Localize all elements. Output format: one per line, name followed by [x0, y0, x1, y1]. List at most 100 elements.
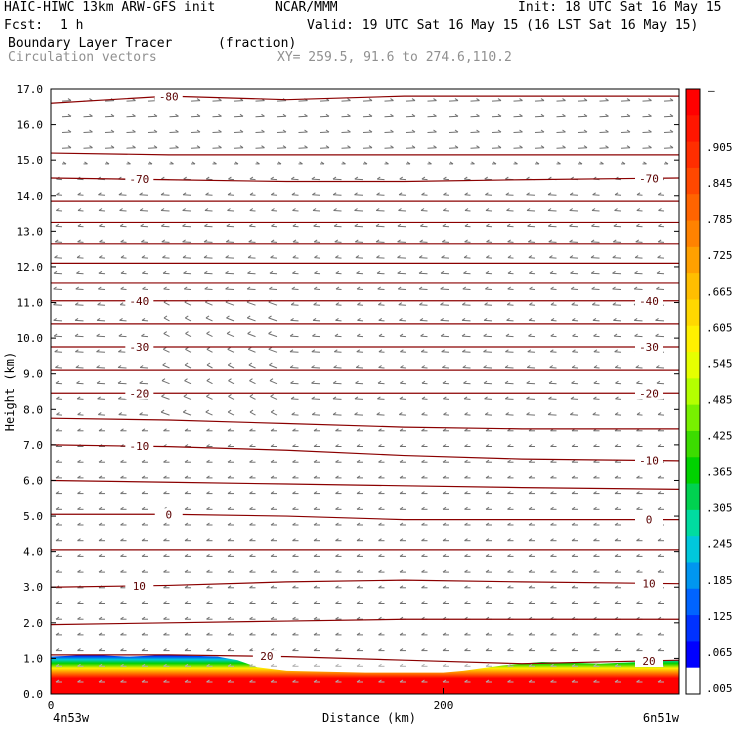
vector-head	[206, 632, 210, 636]
vector-head	[96, 365, 100, 368]
vector-head	[636, 412, 641, 416]
vector-head	[270, 393, 274, 397]
vector-head	[110, 129, 115, 133]
contour-label: 20	[642, 655, 655, 668]
vector-shaft	[163, 348, 170, 353]
vector-head	[227, 506, 232, 510]
vector-head	[118, 349, 122, 353]
vector-head	[75, 286, 80, 290]
vector-head	[614, 491, 619, 495]
vector-shaft	[292, 272, 299, 275]
vector-shaft	[271, 194, 278, 196]
vector-head	[442, 632, 447, 636]
vector-shaft	[362, 131, 373, 133]
vector-head	[226, 223, 231, 227]
vector-head	[148, 161, 153, 165]
vector-head	[227, 601, 232, 604]
vector-head	[463, 255, 468, 259]
vector-shaft	[61, 131, 72, 133]
vector-head	[433, 113, 437, 117]
vector-head	[206, 679, 210, 683]
vector-head	[335, 553, 339, 557]
vector-shaft	[313, 225, 321, 228]
vector-head	[378, 553, 382, 557]
vector-head	[411, 113, 416, 117]
vector-shaft	[249, 194, 256, 196]
vector-shaft	[572, 319, 579, 322]
vector-head	[175, 113, 179, 117]
vector-shaft	[485, 272, 493, 275]
vector-head	[528, 475, 533, 479]
vector-head	[634, 255, 639, 259]
vector-shaft	[397, 257, 407, 259]
vector-head	[550, 538, 554, 542]
vector-shaft	[636, 414, 643, 416]
vector-head	[485, 553, 490, 557]
contour-label: -70	[129, 173, 149, 186]
vector-head	[390, 113, 394, 117]
vector-shaft	[593, 351, 600, 353]
vector-head	[476, 129, 480, 133]
vector-head	[375, 208, 380, 211]
vector-shaft	[184, 364, 192, 369]
vector-head	[163, 616, 167, 620]
vector-head	[227, 459, 232, 463]
vector-head	[206, 601, 210, 604]
vector-head	[529, 270, 533, 274]
vector-shaft	[470, 115, 480, 118]
vector-shaft	[377, 288, 385, 290]
vector-head	[160, 192, 165, 196]
vector-head	[614, 412, 619, 416]
vector-head	[605, 129, 609, 133]
vector-shaft	[620, 131, 631, 133]
vector-head	[442, 459, 447, 463]
vector-head	[67, 113, 72, 117]
vector-shaft	[53, 272, 63, 275]
vector-head	[605, 145, 609, 149]
vector-shaft	[577, 100, 588, 102]
vector-head	[55, 365, 59, 368]
vector-head	[428, 161, 432, 165]
vector-head	[614, 365, 619, 368]
vector-head	[507, 475, 511, 479]
vector-head	[368, 129, 373, 133]
vector-head	[571, 679, 576, 683]
vector-head	[335, 538, 339, 542]
vector-shaft	[443, 210, 450, 212]
vector-shaft	[182, 257, 192, 259]
vector-head	[421, 491, 425, 495]
vector-head	[483, 333, 487, 337]
vector-head	[325, 113, 330, 117]
vector-shaft	[248, 241, 256, 243]
vector-head	[313, 223, 317, 227]
vector-head	[378, 491, 382, 495]
vector-head	[160, 409, 165, 413]
vector-head	[182, 409, 187, 413]
vector-shaft	[550, 319, 557, 322]
vector-shaft	[162, 257, 170, 259]
contour-line	[50, 95, 679, 104]
vector-shaft	[421, 398, 428, 400]
vector-head	[141, 648, 146, 652]
vector-head	[418, 270, 423, 274]
vector-head	[485, 632, 490, 636]
vector-shaft	[612, 288, 622, 290]
vector-shaft	[384, 131, 394, 133]
y-tick-label: 11.0	[17, 297, 44, 310]
vector-head	[53, 317, 57, 321]
colorbar-swatch	[686, 378, 700, 406]
vector-shaft	[247, 317, 256, 322]
vector-shaft	[464, 194, 471, 196]
vector-head	[227, 346, 232, 350]
vector-head	[442, 223, 447, 227]
vector-shaft	[397, 241, 407, 243]
field-units: (fraction)	[218, 36, 297, 51]
vector-head	[249, 679, 253, 683]
vector-shaft	[98, 272, 106, 275]
vector-head	[270, 632, 275, 636]
vector-head	[120, 553, 124, 557]
vector-head	[528, 522, 533, 526]
vector-head	[484, 412, 489, 416]
vector-head	[378, 538, 382, 542]
vector-shaft	[190, 115, 201, 118]
